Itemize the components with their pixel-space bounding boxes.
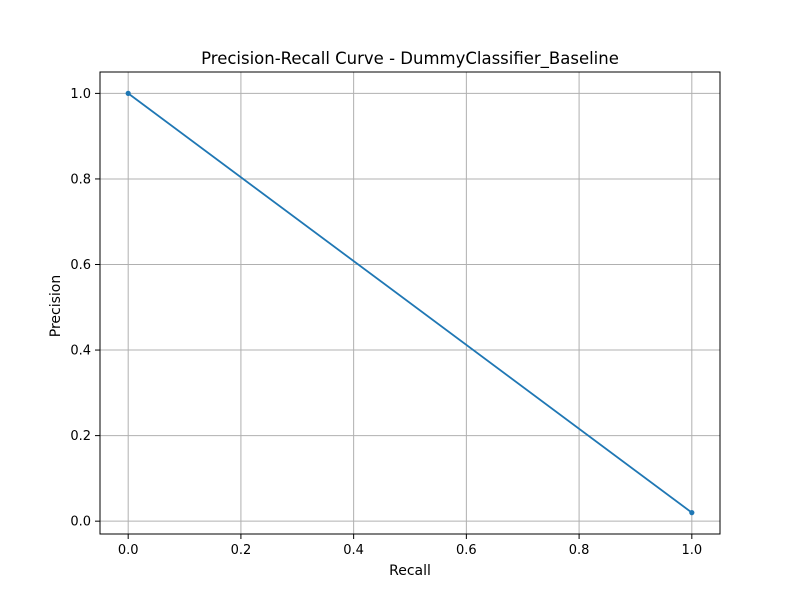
data-point-marker — [689, 510, 695, 516]
chart-title: Precision-Recall Curve - DummyClassifier… — [201, 49, 619, 69]
x-tick-label: 0.2 — [231, 543, 252, 558]
data-point-marker — [125, 90, 131, 96]
y-tick-label: 0.8 — [70, 172, 91, 187]
series-line — [127, 92, 693, 514]
y-tick-label: 0.6 — [70, 258, 91, 273]
x-axis-label: Recall — [389, 563, 431, 579]
y-tick-label: 0.0 — [70, 515, 91, 530]
y-tick-label: 0.2 — [70, 429, 91, 444]
x-tick-label: 0.4 — [343, 543, 364, 558]
grid-lines — [100, 72, 720, 534]
y-axis-label: Precision — [48, 275, 64, 337]
x-axis-ticks: 0.0 0.2 0.4 0.6 0.8 1.0 — [118, 534, 702, 558]
x-tick-label: 0.0 — [118, 543, 139, 558]
y-tick-label: 1.0 — [70, 87, 91, 102]
plot-frame — [99, 71, 721, 535]
y-tick-label: 0.4 — [70, 344, 91, 359]
y-axis-ticks: 0.0 0.2 0.4 0.6 0.8 1.0 — [70, 87, 100, 530]
x-tick-label: 1.0 — [681, 543, 702, 558]
x-tick-label: 0.8 — [569, 543, 590, 558]
plot-series — [125, 90, 695, 516]
x-tick-label: 0.6 — [456, 543, 477, 558]
